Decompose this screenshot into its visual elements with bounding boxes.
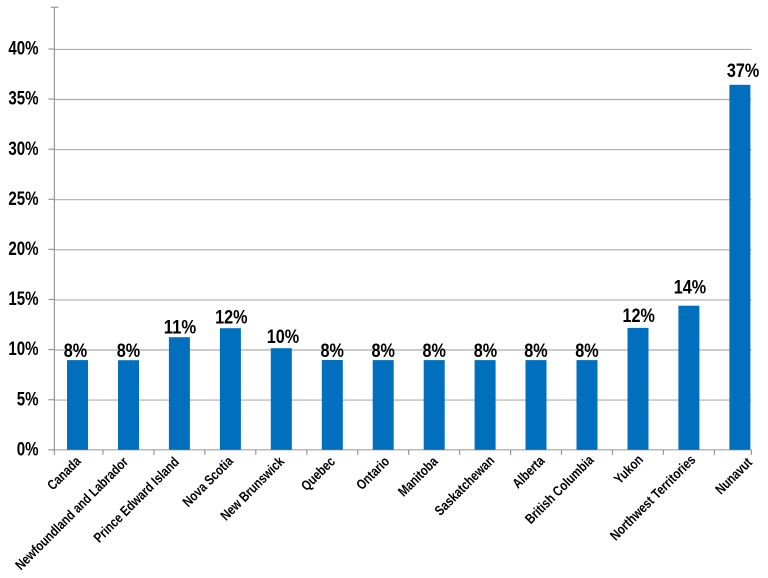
svg-text:11%: 11%: [164, 317, 196, 338]
svg-text:8%: 8%: [474, 341, 497, 362]
svg-text:8%: 8%: [321, 341, 344, 362]
svg-text:25%: 25%: [8, 189, 38, 210]
svg-text:37%: 37%: [727, 61, 759, 82]
svg-text:30%: 30%: [8, 139, 38, 160]
svg-text:10%: 10%: [267, 327, 299, 348]
svg-text:12%: 12%: [623, 306, 655, 327]
svg-text:8%: 8%: [64, 341, 87, 362]
svg-text:10%: 10%: [8, 339, 38, 360]
svg-text:5%: 5%: [17, 389, 39, 410]
svg-text:14%: 14%: [674, 278, 706, 299]
svg-text:12%: 12%: [215, 308, 247, 329]
svg-text:8%: 8%: [423, 341, 446, 362]
svg-text:8%: 8%: [524, 341, 547, 362]
svg-text:15%: 15%: [8, 289, 38, 310]
svg-text:0%: 0%: [17, 439, 39, 460]
svg-text:8%: 8%: [372, 341, 395, 362]
svg-text:40%: 40%: [8, 39, 38, 60]
svg-text:8%: 8%: [117, 341, 140, 362]
svg-text:35%: 35%: [8, 89, 38, 110]
svg-text:20%: 20%: [8, 239, 38, 260]
svg-text:8%: 8%: [575, 341, 598, 362]
